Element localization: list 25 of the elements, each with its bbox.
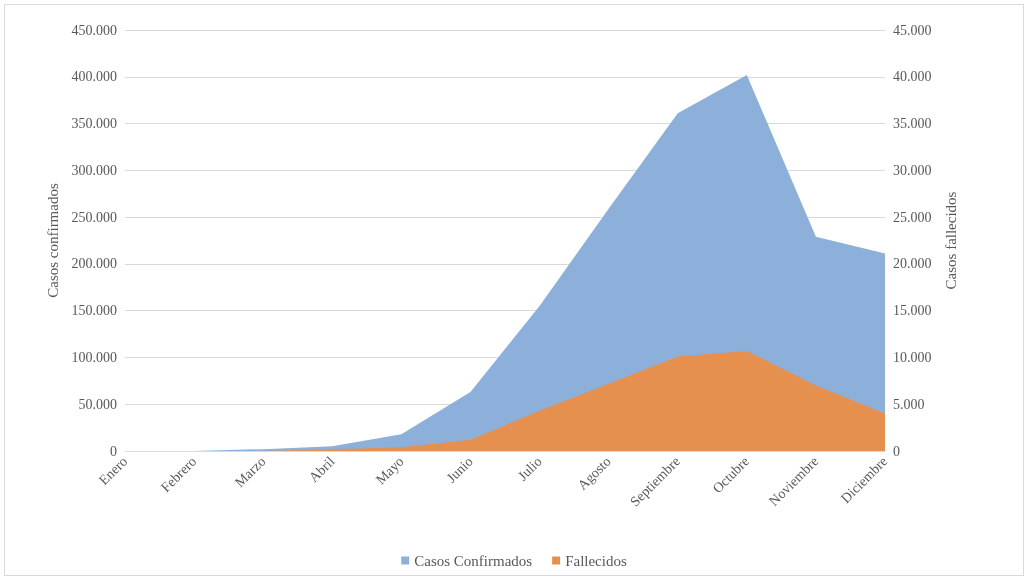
legend-label: Casos Confirmados [414, 552, 533, 569]
y-tick-label: 100.000 [71, 349, 117, 365]
y2-tick-label: 10.000 [893, 349, 932, 365]
y2-tick-label: 20.000 [893, 256, 932, 272]
y2-tick-label: 30.000 [893, 162, 932, 178]
legend-label: Fallecidos [565, 552, 627, 569]
y-tick-label: 300.000 [71, 162, 117, 178]
y-tick-label: 250.000 [71, 209, 117, 225]
y-tick-label: 0 [110, 443, 117, 459]
y-tick-label: 50.000 [78, 396, 117, 412]
y2-tick-label: 25.000 [893, 209, 932, 225]
y-tick-label: 450.000 [71, 22, 117, 38]
y-axis-title: Casos confirmados [45, 183, 62, 298]
y2-tick-label: 35.000 [893, 116, 932, 132]
y2-axis-title: Casos fallecidos [942, 191, 959, 290]
y2-tick-label: 5.000 [893, 396, 925, 412]
y-tick-label: 350.000 [71, 116, 117, 132]
y2-tick-label: 15.000 [893, 303, 932, 319]
y-tick-label: 200.000 [71, 256, 117, 272]
y2-tick-label: 0 [893, 443, 900, 459]
y2-tick-label: 40.000 [893, 69, 932, 85]
y-tick-label: 400.000 [71, 69, 117, 85]
y2-tick-label: 45.000 [893, 22, 932, 38]
y-tick-label: 150.000 [71, 303, 117, 319]
x-tick-label: Julio [515, 453, 545, 484]
